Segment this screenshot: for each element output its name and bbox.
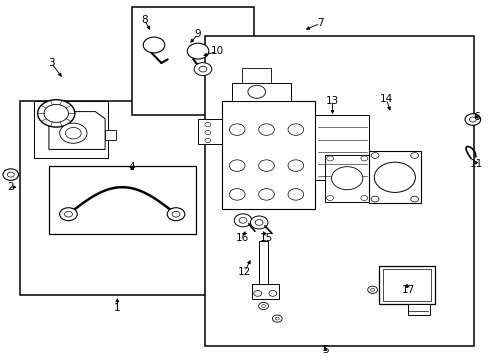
Bar [251, 284, 278, 299]
Circle shape [229, 189, 244, 200]
Circle shape [143, 37, 164, 53]
Polygon shape [49, 112, 105, 149]
Circle shape [38, 100, 75, 127]
Text: 16: 16 [235, 233, 248, 243]
Circle shape [234, 214, 251, 227]
Bar [259, 241, 267, 284]
Text: 1: 1 [114, 303, 121, 313]
Circle shape [258, 160, 274, 171]
Circle shape [370, 153, 378, 158]
Circle shape [258, 302, 268, 310]
Circle shape [374, 162, 415, 192]
Bar [222, 101, 315, 209]
Text: 10: 10 [211, 46, 224, 56]
Circle shape [194, 63, 211, 76]
Circle shape [253, 291, 261, 296]
Circle shape [172, 211, 180, 217]
Circle shape [229, 160, 244, 171]
Text: 4: 4 [128, 162, 135, 172]
Bar [20, 101, 215, 295]
Bar [315, 115, 368, 180]
Circle shape [187, 43, 208, 59]
Bar [382, 269, 430, 301]
Circle shape [326, 195, 333, 201]
Bar [368, 151, 420, 203]
Text: 6: 6 [472, 112, 479, 122]
Circle shape [247, 85, 265, 98]
Circle shape [370, 196, 378, 202]
Circle shape [239, 217, 246, 223]
Circle shape [204, 130, 210, 135]
Circle shape [64, 211, 72, 217]
Text: 15: 15 [259, 233, 273, 243]
Circle shape [229, 124, 244, 135]
Circle shape [287, 160, 303, 171]
Circle shape [287, 124, 303, 135]
Text: 12: 12 [237, 267, 251, 277]
Circle shape [360, 156, 367, 161]
Bar [132, 7, 254, 115]
Circle shape [410, 196, 418, 202]
Circle shape [60, 208, 77, 221]
Bar [378, 266, 434, 304]
Circle shape [326, 156, 333, 161]
Text: 17: 17 [401, 285, 414, 295]
Circle shape [464, 114, 480, 125]
Circle shape [199, 66, 206, 72]
Polygon shape [34, 101, 107, 158]
Circle shape [360, 195, 367, 201]
Circle shape [261, 305, 265, 307]
Circle shape [468, 117, 475, 122]
Circle shape [268, 291, 276, 296]
Text: 9: 9 [194, 29, 201, 39]
Circle shape [167, 208, 184, 221]
Text: 2: 2 [7, 182, 14, 192]
Circle shape [370, 288, 374, 291]
Circle shape [44, 104, 68, 122]
Bar [205, 36, 473, 346]
Bar [49, 166, 195, 234]
Circle shape [258, 124, 274, 135]
Circle shape [367, 286, 377, 293]
Circle shape [60, 123, 87, 143]
Circle shape [331, 167, 362, 190]
Circle shape [250, 216, 267, 229]
Text: 11: 11 [469, 159, 483, 169]
Circle shape [410, 153, 418, 158]
Circle shape [275, 317, 279, 320]
Text: 8: 8 [141, 15, 147, 25]
Circle shape [258, 189, 274, 200]
Bar [198, 119, 222, 144]
Bar [242, 68, 271, 83]
Text: 3: 3 [48, 58, 55, 68]
Text: 5: 5 [321, 345, 328, 355]
Circle shape [3, 169, 19, 180]
Circle shape [255, 220, 263, 225]
Circle shape [272, 315, 282, 322]
Bar [407, 304, 429, 315]
Circle shape [287, 189, 303, 200]
Circle shape [204, 138, 210, 143]
Text: 14: 14 [379, 94, 392, 104]
Text: 13: 13 [325, 96, 339, 106]
Bar [325, 155, 368, 202]
Text: 7: 7 [316, 18, 323, 28]
Circle shape [7, 172, 14, 177]
Circle shape [65, 127, 81, 139]
Bar [232, 83, 290, 101]
Bar [105, 130, 116, 140]
Circle shape [204, 122, 210, 127]
